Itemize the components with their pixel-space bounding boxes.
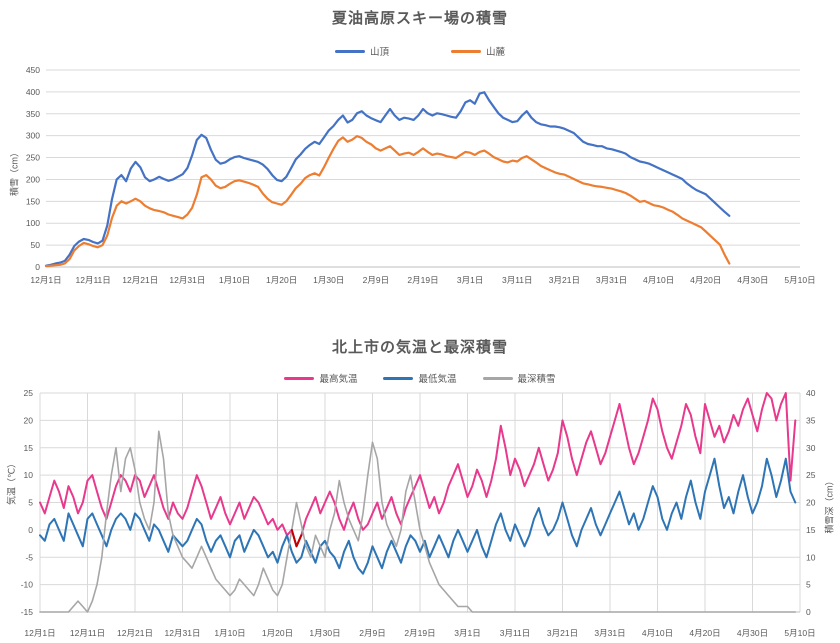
legend-item-最深積雪: 最深積雪: [482, 371, 556, 385]
y-axis-tick-label: -5: [25, 552, 33, 562]
x-axis-tick-label: 3月11日: [502, 275, 533, 285]
x-axis-tick-label: 3月1日: [457, 275, 483, 285]
legend-item-最低気温: 最低気温: [383, 371, 457, 385]
x-axis-tick-label: 12月1日: [30, 275, 61, 285]
y-axis-tick-label: 100: [26, 218, 40, 228]
x-axis-tick-label: 1月10日: [214, 628, 245, 638]
y-axis-right-tick-label: 15: [806, 525, 816, 535]
legend-swatch: [383, 376, 414, 380]
highlight-segment: [290, 528, 303, 548]
y-axis-tick-label: 200: [26, 174, 40, 184]
chart2-legend: 最高気温 最低気温 最深積雪: [0, 371, 840, 385]
x-axis-tick-label: 4月10日: [643, 275, 674, 285]
legend-swatch: [334, 49, 365, 53]
x-axis-tick-label: 4月10日: [642, 628, 673, 638]
legend-item-山麓: 山麓: [451, 44, 505, 58]
x-axis-tick-label: 3月21日: [549, 275, 580, 285]
x-axis-tick-label: 3月1日: [454, 628, 480, 638]
x-axis-tick-label: 12月21日: [122, 275, 158, 285]
x-axis-tick-label: 4月20日: [689, 628, 720, 638]
y-axis-right-tick-label: 35: [806, 415, 816, 425]
x-axis-tick-label: 4月20日: [690, 275, 721, 285]
x-axis-tick-label: 4月30日: [737, 628, 768, 638]
x-axis-tick-label: 1月20日: [266, 275, 297, 285]
legend-label: 山頂: [369, 47, 389, 58]
y-axis-tick-label: 350: [26, 109, 40, 119]
legend-item-最高気温: 最高気温: [284, 371, 357, 385]
x-axis-tick-label: 4月30日: [737, 275, 768, 285]
x-axis-tick-label: 3月11日: [500, 628, 531, 638]
y-axis-tick-label: 5: [28, 498, 33, 508]
x-axis-tick-label: 2月9日: [363, 275, 389, 285]
x-axis-tick-label: 12月1日: [24, 628, 55, 638]
y-axis-tick-label: 250: [26, 153, 40, 163]
x-axis-tick-label: 3月21日: [547, 628, 578, 638]
y-axis-right-tick-label: 0: [806, 607, 811, 617]
chart2-plot: 25 20 15 10 5 0 -5 -10 -15 40 35 30 25 20 15 10 5 0 12月1日 1…: [21, 388, 816, 638]
x-axis-tick-label: 12月31日: [169, 275, 205, 285]
chart1-title: 夏油高原スキー場の積雪: [331, 10, 508, 27]
legend-label: 最高気温: [319, 374, 358, 385]
x-axis-tick-label: 12月11日: [75, 275, 110, 285]
y-axis-tick-label: 0: [28, 525, 33, 535]
x-axis-tick-label: 1月30日: [309, 628, 340, 638]
legend-label: 山麓: [486, 47, 506, 58]
series-line-最低気温: [39, 457, 797, 575]
chart1-legend: 山頂 山麓: [0, 44, 840, 58]
legend-label: 最低気温: [418, 374, 457, 385]
y-axis-tick-label: 15: [24, 443, 34, 453]
x-axis-tick-label: 2月19日: [404, 628, 435, 638]
series-line-山麓: [44, 135, 731, 268]
y-axis-tick-label: 25: [24, 388, 34, 398]
chart2-title: 北上市の気温と最深積雪: [331, 339, 508, 356]
y-axis-right-tick-label: 30: [806, 443, 816, 453]
x-axis-tick-label: 2月19日: [407, 275, 438, 285]
y-axis-tick-label: 0: [35, 262, 40, 272]
series-line-最高気温: [39, 392, 797, 548]
legend-swatch: [284, 376, 315, 380]
y-axis-tick-label: 150: [26, 196, 40, 206]
y-axis-tick-label: 20: [24, 415, 34, 425]
y-axis-right-tick-label: 5: [806, 580, 811, 590]
y-axis-tick-label: 450: [26, 65, 40, 75]
y-axis-right-tick-label: 25: [806, 470, 816, 480]
series-line-山頂: [44, 91, 731, 267]
x-axis-tick-label: 12月11日: [70, 628, 105, 638]
legend-swatch: [482, 376, 513, 380]
y-axis-tick-label: -10: [21, 580, 34, 590]
y-axis-tick-label: 400: [26, 87, 40, 97]
x-axis-tick-label: 12月31日: [165, 628, 201, 638]
y-axis-right-tick-label: 40: [806, 388, 816, 398]
x-axis-tick-label: 3月31日: [594, 628, 625, 638]
x-axis-tick-label: 5月10日: [784, 628, 815, 638]
y-axis-right-tick-label: 10: [806, 552, 816, 562]
chart1-plot: 450 400 350 300 250 200 150 100 50 0 12月1日 12月11日 12…: [26, 65, 816, 285]
x-axis-tick-label: 1月20日: [262, 628, 293, 638]
legend-swatch: [451, 49, 481, 53]
legend-label: 最深積雪: [517, 374, 556, 385]
y-axis-tick-label: 50: [31, 240, 41, 250]
x-axis-tick-label: 1月10日: [219, 275, 250, 285]
x-axis-tick-label: 2月9日: [359, 628, 385, 638]
x-axis-tick-label: 3月31日: [596, 275, 627, 285]
legend-item-山頂: 山頂: [334, 44, 389, 58]
x-axis-tick-label: 5月10日: [784, 275, 815, 285]
y-axis-tick-label: -15: [21, 607, 34, 617]
series-line-最深積雪: [39, 430, 797, 613]
y-axis-tick-label: 300: [26, 131, 40, 141]
y-axis-tick-label: 10: [24, 470, 34, 480]
x-axis-tick-label: 1月30日: [313, 275, 344, 285]
y-axis-right-tick-label: 20: [806, 498, 816, 508]
x-axis-tick-label: 12月21日: [117, 628, 153, 638]
